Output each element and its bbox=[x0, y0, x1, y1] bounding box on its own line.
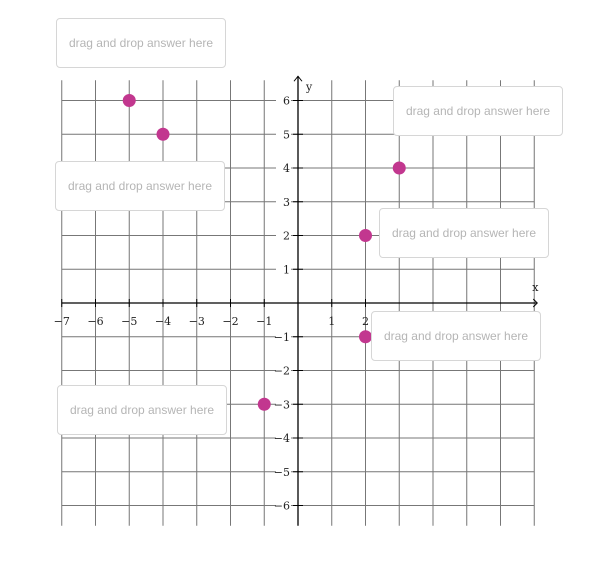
x-tick-label: −6 bbox=[87, 315, 103, 328]
y-tick-label: 6 bbox=[283, 95, 290, 108]
y-tick-label: −2 bbox=[274, 365, 290, 378]
y-tick-label: −4 bbox=[274, 432, 290, 445]
data-point bbox=[122, 94, 136, 107]
drop-zone-1[interactable]: drag and drop answer here bbox=[56, 18, 226, 68]
y-tick-label: 5 bbox=[283, 128, 290, 141]
y-tick-label: 4 bbox=[283, 162, 290, 175]
data-point bbox=[392, 161, 406, 175]
drop-zone-3[interactable]: drag and drop answer here bbox=[55, 161, 225, 211]
y-tick-label-bg bbox=[276, 363, 291, 377]
y-tick-label-bg bbox=[276, 161, 291, 174]
x-tick-label: −7 bbox=[54, 315, 70, 328]
x-axis-arrow-icon bbox=[532, 298, 538, 308]
y-tick-label: −1 bbox=[274, 331, 290, 344]
y-tick-label-bg bbox=[276, 498, 291, 512]
data-point bbox=[359, 229, 372, 242]
x-tick-label: −2 bbox=[222, 315, 238, 328]
y-axis-arrow-icon bbox=[293, 75, 303, 82]
y-tick-label: 2 bbox=[283, 230, 290, 243]
y-tick-label-bg bbox=[276, 93, 291, 107]
x-tick-label: 1 bbox=[328, 315, 335, 328]
y-tick-label-bg bbox=[276, 194, 291, 208]
x-tick-label: −5 bbox=[121, 315, 137, 328]
y-tick-label: −5 bbox=[274, 466, 290, 479]
drop-zone-6[interactable]: drag and drop answer here bbox=[57, 385, 227, 435]
y-tick-label-bg bbox=[276, 329, 291, 343]
y-tick-label: 1 bbox=[283, 263, 290, 276]
x-tick-label: −4 bbox=[155, 315, 171, 328]
x-tick-label: 2 bbox=[362, 315, 369, 328]
x-tick-label: −3 bbox=[189, 315, 205, 328]
data-point bbox=[257, 397, 271, 411]
x-tick-label: −1 bbox=[256, 315, 272, 328]
y-tick-label-bg bbox=[276, 127, 291, 141]
drop-zone-4[interactable]: drag and drop answer here bbox=[379, 208, 549, 258]
data-point bbox=[156, 127, 170, 141]
y-tick-label: −3 bbox=[274, 398, 290, 411]
x-axis-label: x bbox=[532, 281, 539, 294]
y-tick-label-bg bbox=[276, 262, 291, 276]
data-point bbox=[359, 330, 372, 344]
y-tick-label-bg bbox=[276, 228, 291, 242]
y-tick-label: −6 bbox=[274, 500, 290, 513]
y-tick-label: 3 bbox=[283, 196, 290, 209]
y-tick-label-bg bbox=[276, 431, 291, 444]
y-axis-label: y bbox=[305, 80, 313, 93]
y-tick-label-bg bbox=[276, 464, 291, 478]
drop-zone-5[interactable]: drag and drop answer here bbox=[371, 311, 541, 361]
y-tick-label-bg bbox=[276, 397, 291, 411]
drop-zone-2[interactable]: drag and drop answer here bbox=[393, 86, 563, 136]
